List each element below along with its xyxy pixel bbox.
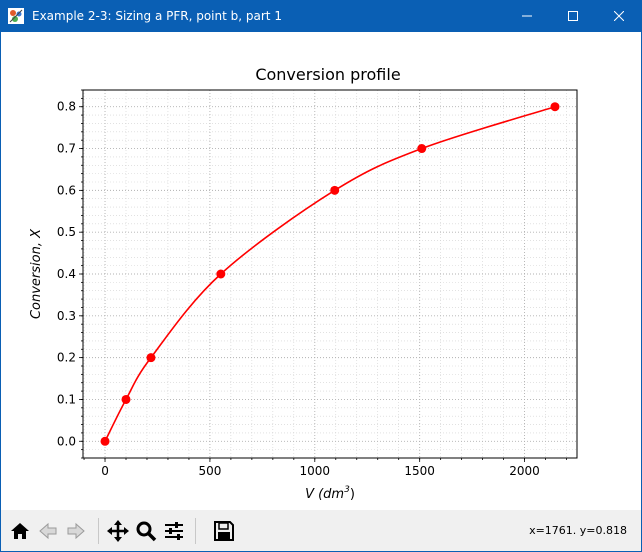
x-axis-label-prefix: V (dm: [305, 487, 344, 502]
navigation-toolbar: x=1761. y=0.818: [1, 510, 641, 551]
forward-arrow-icon: [67, 522, 85, 540]
save-icon: [214, 521, 234, 541]
toolbar-separator: [195, 518, 196, 544]
toolbar-separator: [98, 518, 99, 544]
cursor-coordinates: x=1761. y=0.818: [529, 524, 627, 537]
pan-button[interactable]: [105, 517, 131, 545]
back-arrow-icon: [39, 522, 57, 540]
forward-button[interactable]: [63, 517, 89, 545]
x-tick-label: 1500: [404, 464, 435, 478]
x-axis-label: V (dm3): [305, 485, 355, 502]
series-conversion: [100, 102, 560, 446]
maximize-button[interactable]: [550, 0, 596, 32]
minimize-button[interactable]: [504, 0, 550, 32]
data-point: [121, 394, 131, 404]
x-tick-label: 1000: [300, 464, 331, 478]
window-title: Example 2-3: Sizing a PFR, point b, part…: [32, 9, 282, 23]
home-icon: [11, 523, 29, 539]
y-tick-label: 0.7: [57, 142, 76, 156]
grid: [83, 89, 577, 459]
configure-subplots-icon: [165, 522, 183, 540]
configure-subplots-button[interactable]: [161, 517, 187, 545]
app-icon: [8, 8, 24, 24]
series-line: [104, 105, 556, 442]
maximize-icon: [568, 11, 578, 21]
y-tick-label: 0.5: [57, 225, 76, 239]
zoom-icon: [136, 521, 157, 542]
data-point: [100, 436, 110, 446]
window-border-left: [0, 32, 1, 552]
y-tick-label: 0.4: [57, 267, 76, 281]
x-axis-label-superscript: 3: [344, 485, 350, 495]
data-point: [146, 353, 156, 363]
data-point: [417, 144, 427, 154]
close-icon: [614, 11, 624, 21]
x-tick-label: 2000: [509, 464, 540, 478]
figure-canvas[interactable]: Conversion profile 0 500 1000 1500 2000 0.0 0.…: [1, 32, 641, 510]
data-point: [550, 102, 560, 112]
pan-icon: [107, 520, 129, 542]
ticks: 0 500 1000 1500 2000 0.0 0.1 0.2 0.3 0.4 0.5 0.6 0.7…: [57, 89, 567, 478]
y-tick-label: 0.1: [57, 392, 76, 406]
x-axis-label-suffix: ): [350, 487, 355, 502]
y-axis-label: Conversion, X: [29, 228, 44, 319]
title-bar: Example 2-3: Sizing a PFR, point b, part…: [0, 0, 642, 32]
home-button[interactable]: [7, 517, 33, 545]
back-button[interactable]: [35, 517, 61, 545]
data-point: [216, 269, 226, 279]
conversion-chart: Conversion profile 0 500 1000 1500 2000 0.0 0.…: [29, 65, 578, 502]
y-tick-label: 0.8: [57, 100, 76, 114]
y-tick-label: 0.3: [57, 309, 76, 323]
x-tick-label: 500: [198, 464, 221, 478]
minimize-icon: [522, 15, 532, 17]
data-point: [330, 185, 340, 195]
close-button[interactable]: [596, 0, 642, 32]
chart-title: Conversion profile: [255, 65, 400, 84]
y-tick-label: 0.2: [57, 351, 76, 365]
zoom-button[interactable]: [133, 517, 159, 545]
y-tick-label: 0.6: [57, 183, 76, 197]
y-tick-label: 0.0: [57, 434, 76, 448]
save-button[interactable]: [211, 517, 237, 545]
x-tick-label: 0: [101, 464, 109, 478]
